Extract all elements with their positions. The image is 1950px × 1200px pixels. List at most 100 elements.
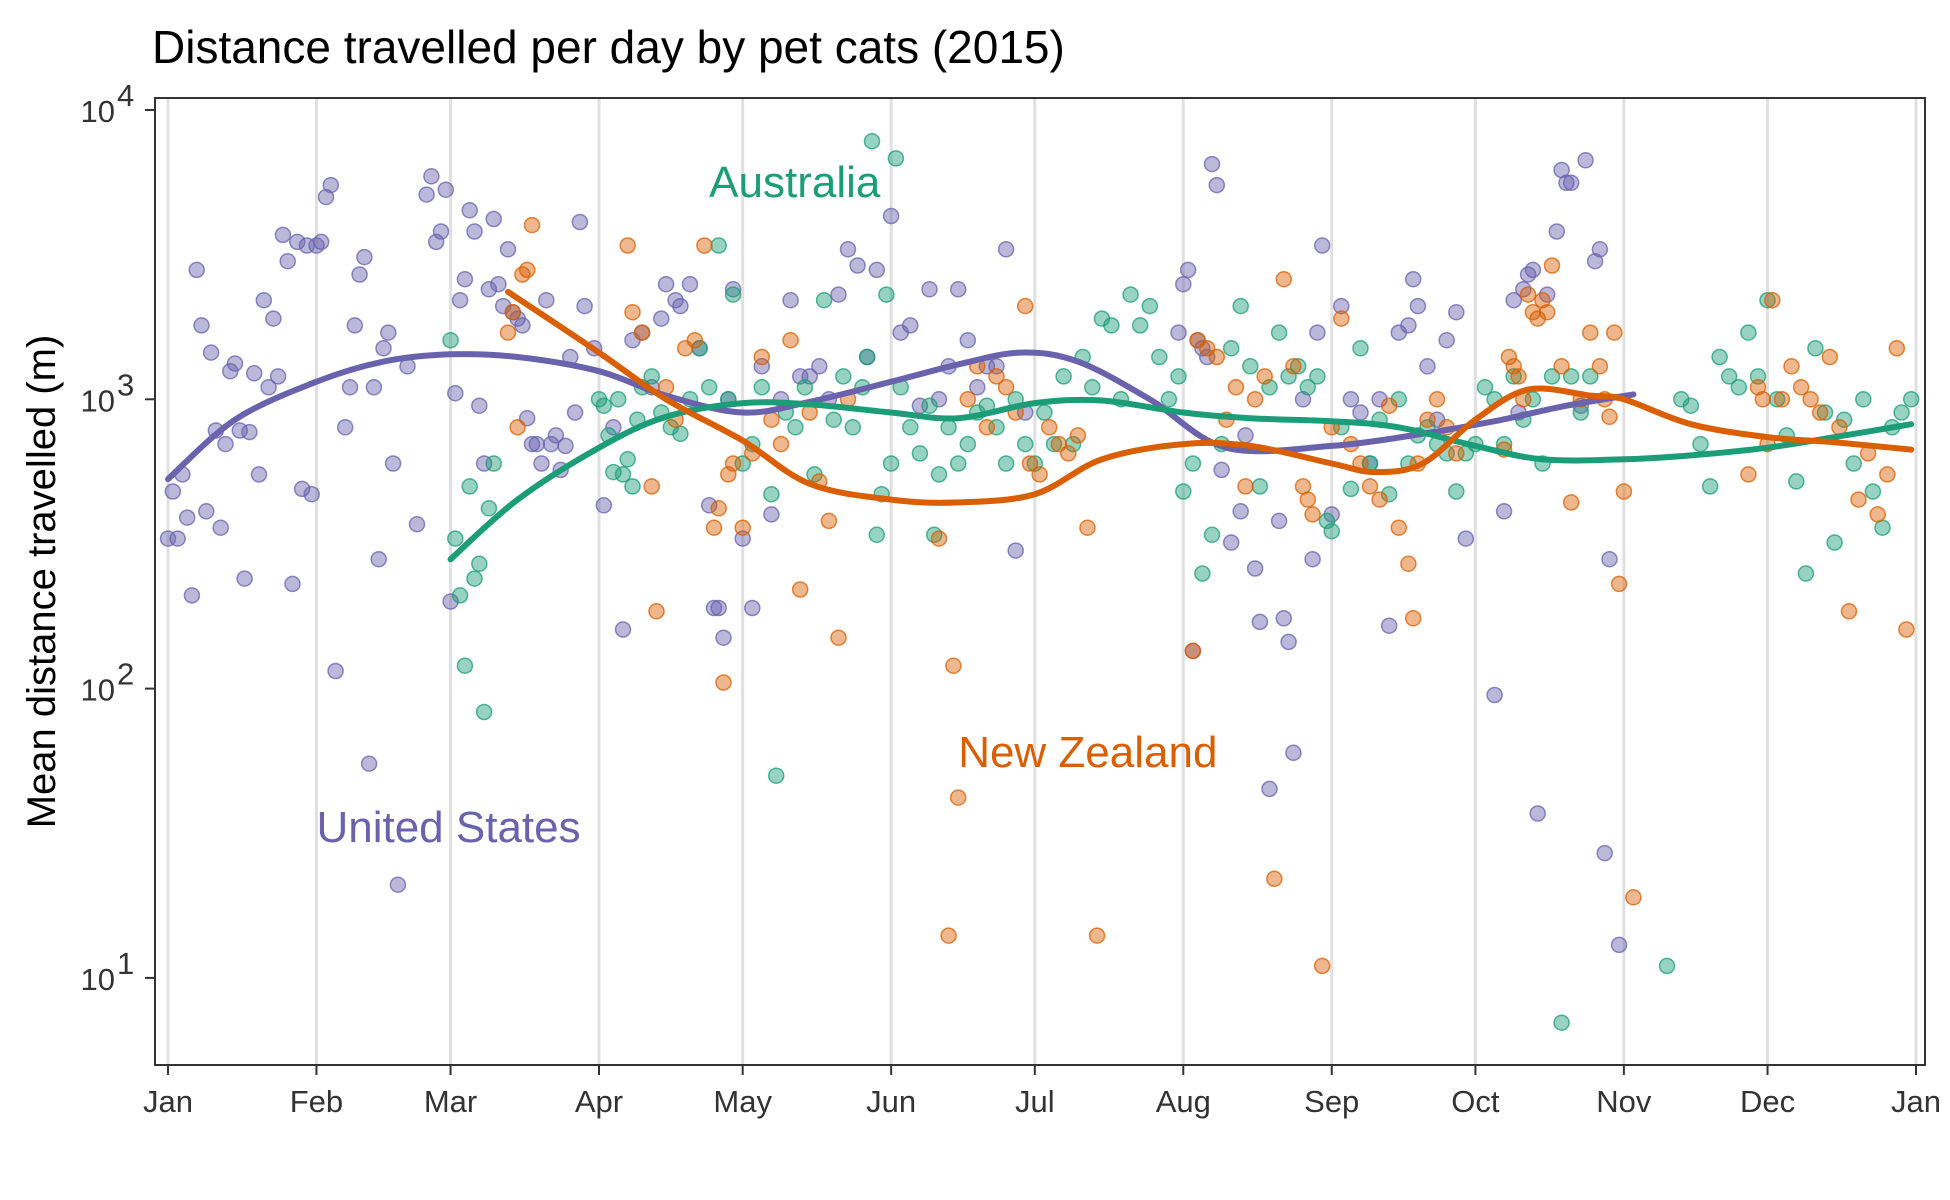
data-point	[902, 317, 919, 334]
data-point	[212, 519, 229, 536]
data-point	[1194, 340, 1211, 357]
y-tick-exponent: 1	[117, 946, 134, 981]
data-point	[825, 411, 842, 428]
data-point	[1170, 368, 1187, 385]
data-point	[1486, 686, 1503, 704]
data-point	[293, 480, 311, 498]
data-point	[1016, 435, 1034, 453]
data-point	[1807, 340, 1824, 357]
data-point	[514, 266, 531, 283]
data-point	[1625, 889, 1642, 906]
data-point	[351, 266, 368, 283]
data-point	[303, 485, 320, 503]
data-point	[1361, 478, 1379, 495]
series-label: New Zealand	[958, 728, 1217, 777]
data-point	[274, 226, 292, 244]
data-point	[1309, 368, 1326, 385]
x-tick-label: Aug	[1156, 1084, 1211, 1119]
data-point	[902, 419, 919, 436]
data-point	[389, 876, 407, 893]
data-point	[949, 281, 967, 298]
data-point	[921, 281, 938, 298]
data-point	[1036, 404, 1053, 421]
data-point	[1562, 368, 1580, 385]
data-point	[1280, 368, 1297, 385]
data-point	[461, 202, 478, 219]
data-point	[1103, 317, 1120, 334]
data-point	[724, 281, 742, 298]
data-point	[940, 419, 957, 436]
data-point	[1213, 461, 1230, 479]
data-point	[753, 358, 771, 375]
data-point	[370, 550, 387, 568]
data-point	[1007, 542, 1024, 559]
y-axis-label: Mean distance travelled (m)	[20, 335, 64, 829]
data-point	[1380, 397, 1398, 414]
data-point	[1692, 435, 1709, 453]
data-point	[1342, 480, 1360, 498]
data-point	[763, 506, 780, 523]
data-point	[471, 397, 488, 414]
data-point	[547, 427, 565, 444]
data-point	[633, 324, 651, 341]
data-point	[217, 435, 234, 453]
data-point	[360, 755, 378, 772]
data-point	[1313, 957, 1331, 975]
data-point	[1610, 575, 1628, 593]
data-point	[705, 519, 723, 536]
data-point	[557, 437, 574, 455]
data-point	[1577, 152, 1594, 169]
data-point	[1266, 870, 1283, 888]
data-point	[1519, 266, 1537, 283]
data-point	[724, 286, 742, 303]
x-tick-label: May	[713, 1084, 772, 1119]
data-point	[1596, 844, 1613, 862]
data-point	[672, 297, 689, 315]
data-point	[279, 252, 296, 270]
data-point	[1893, 404, 1910, 421]
data-point	[423, 168, 440, 185]
data-point	[514, 317, 531, 334]
data-point	[1304, 506, 1321, 523]
data-point	[830, 286, 847, 303]
data-point	[447, 530, 464, 547]
data-point	[346, 317, 364, 334]
data-point	[466, 570, 483, 587]
data-point	[1902, 391, 1920, 408]
data-point	[1495, 503, 1513, 520]
data-point	[1371, 391, 1388, 408]
data-point	[1562, 174, 1580, 192]
data-point	[949, 455, 967, 472]
x-tick-label: Jul	[1015, 1084, 1055, 1119]
data-point	[1122, 286, 1139, 303]
data-point	[365, 379, 383, 396]
data-point	[959, 331, 977, 349]
data-point	[1543, 257, 1561, 274]
trend-line	[165, 349, 1637, 483]
data-point	[945, 657, 962, 674]
x-tick-label: Dec	[1740, 1084, 1795, 1119]
data-point	[178, 509, 196, 526]
data-point	[1601, 550, 1618, 568]
data-point	[930, 530, 948, 547]
data-point	[1031, 466, 1048, 483]
y-tick-exponent: 2	[117, 657, 134, 692]
data-point	[485, 210, 502, 228]
data-point	[1409, 297, 1427, 315]
data-point	[710, 599, 727, 617]
data-point	[341, 379, 359, 396]
data-point	[1855, 391, 1872, 408]
data-point	[715, 629, 732, 646]
data-point	[1476, 379, 1494, 396]
data-point	[236, 570, 253, 587]
series-label: Australia	[709, 158, 881, 207]
data-point	[887, 150, 905, 167]
data-point	[614, 621, 632, 638]
data-point	[509, 419, 526, 436]
data-point	[475, 703, 493, 721]
data-point	[1280, 633, 1297, 651]
data-point	[1380, 617, 1398, 634]
data-point	[1232, 503, 1249, 520]
series-points	[499, 216, 1915, 975]
x-tick-label: Jan	[143, 1084, 193, 1119]
